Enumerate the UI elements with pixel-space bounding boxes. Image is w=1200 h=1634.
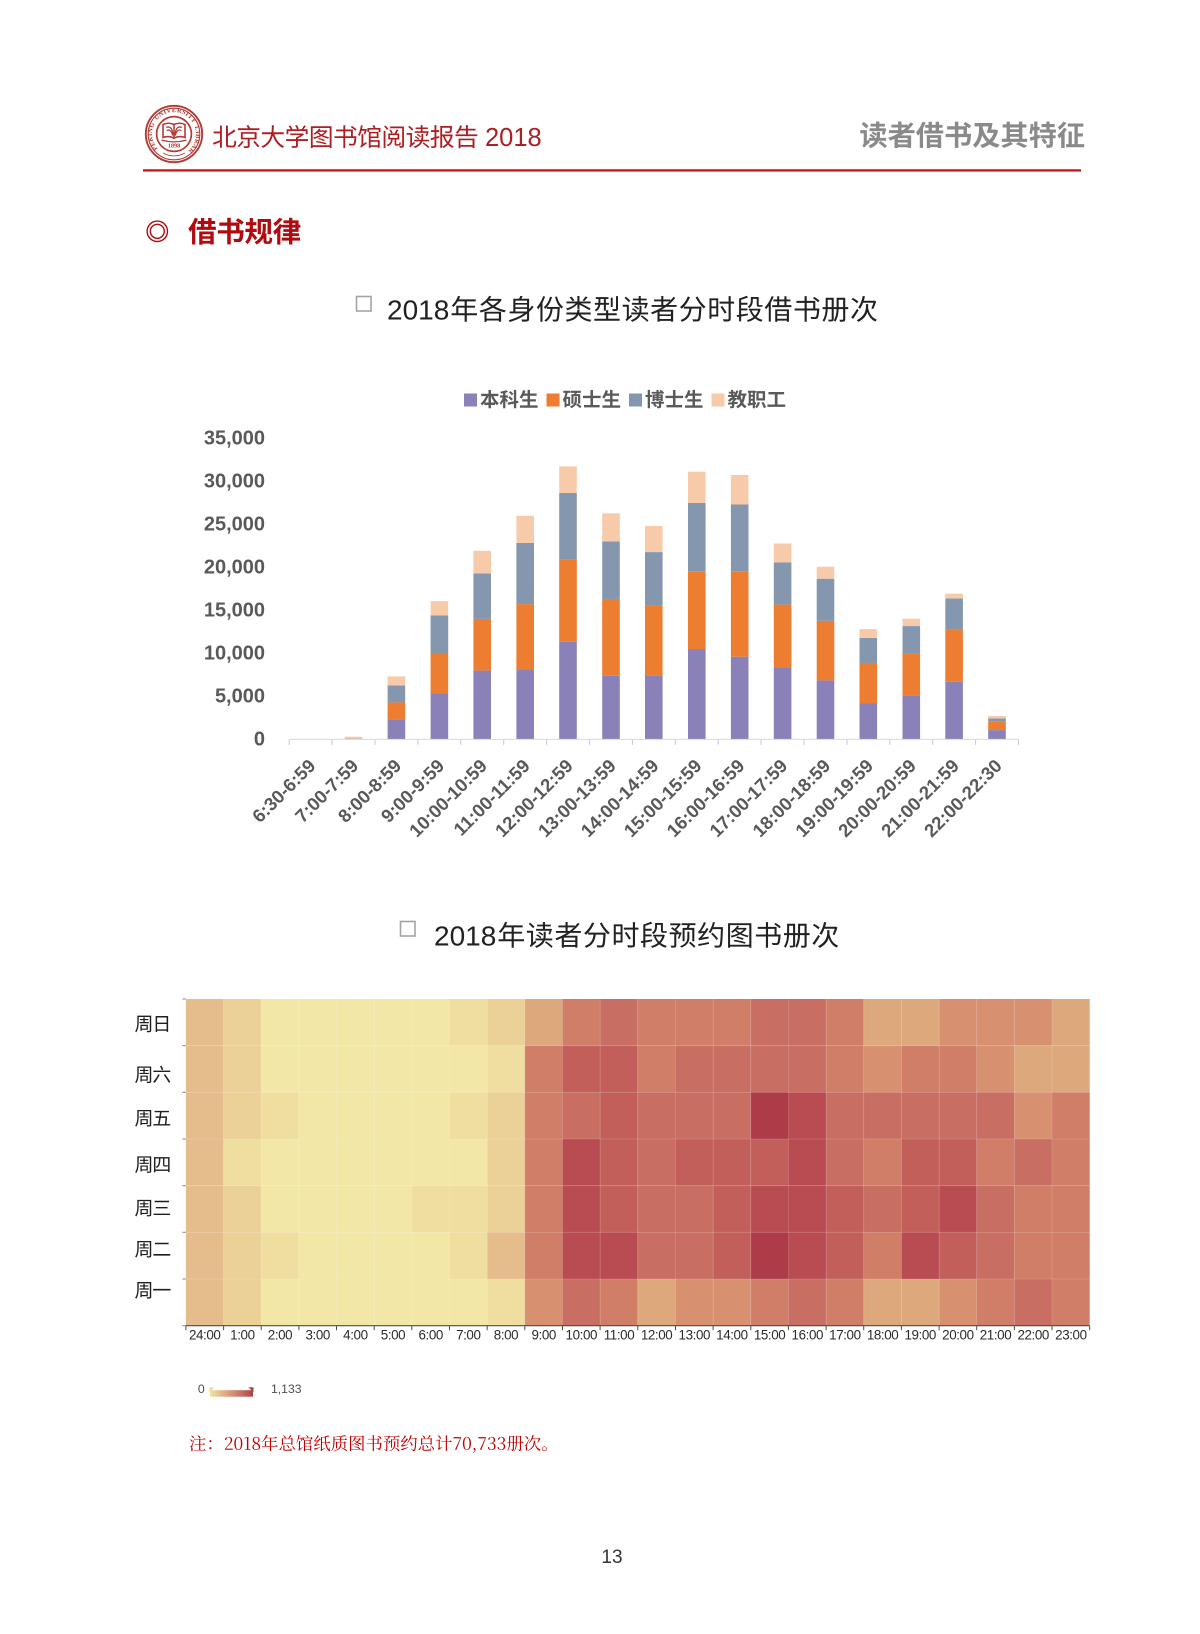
svg-text:3:00: 3:00	[305, 1328, 329, 1343]
svg-text:2:00: 2:00	[268, 1328, 292, 1343]
svg-text:18:00: 18:00	[867, 1328, 899, 1343]
svg-text:9:00: 9:00	[531, 1328, 555, 1343]
svg-text:16:00: 16:00	[792, 1328, 824, 1343]
svg-text:5:00: 5:00	[381, 1328, 405, 1343]
svg-text:2018: 2018	[387, 295, 449, 326]
svg-text:1:00: 1:00	[230, 1328, 254, 1343]
svg-text:20:00: 20:00	[942, 1328, 974, 1343]
svg-text:19:00: 19:00	[904, 1328, 936, 1343]
svg-text:4:00: 4:00	[343, 1328, 367, 1343]
svg-text:17:00: 17:00	[829, 1328, 861, 1343]
svg-text:12:00: 12:00	[641, 1328, 673, 1343]
svg-text:0: 0	[254, 728, 265, 750]
svg-text:25,000: 25,000	[204, 513, 265, 535]
svg-text:6:00: 6:00	[418, 1328, 442, 1343]
svg-text:2018: 2018	[434, 921, 496, 952]
svg-text:24:00: 24:00	[189, 1328, 221, 1343]
svg-text:30,000: 30,000	[204, 470, 265, 492]
svg-text:13:00: 13:00	[679, 1328, 711, 1343]
svg-text:5,000: 5,000	[215, 685, 265, 707]
svg-text:7:00: 7:00	[456, 1328, 480, 1343]
svg-text:21:00: 21:00	[980, 1328, 1012, 1343]
svg-text:2018: 2018	[485, 124, 542, 152]
svg-text:22:00: 22:00	[1017, 1328, 1049, 1343]
svg-text:15,000: 15,000	[204, 599, 265, 621]
svg-text:20,000: 20,000	[204, 556, 265, 578]
svg-text:8:00: 8:00	[494, 1328, 518, 1343]
svg-text:13: 13	[601, 1547, 622, 1568]
svg-text:35,000: 35,000	[204, 427, 265, 449]
svg-text:11:00: 11:00	[604, 1328, 635, 1343]
svg-text:0: 0	[198, 1382, 205, 1396]
svg-text:14:00: 14:00	[716, 1328, 748, 1343]
svg-text:1898: 1898	[168, 142, 181, 149]
svg-text:23:00: 23:00	[1055, 1328, 1087, 1343]
svg-text:15:00: 15:00	[754, 1328, 786, 1343]
svg-text:10,000: 10,000	[204, 642, 265, 664]
svg-text:1,133: 1,133	[271, 1382, 302, 1396]
svg-text:10:00: 10:00	[566, 1328, 598, 1343]
